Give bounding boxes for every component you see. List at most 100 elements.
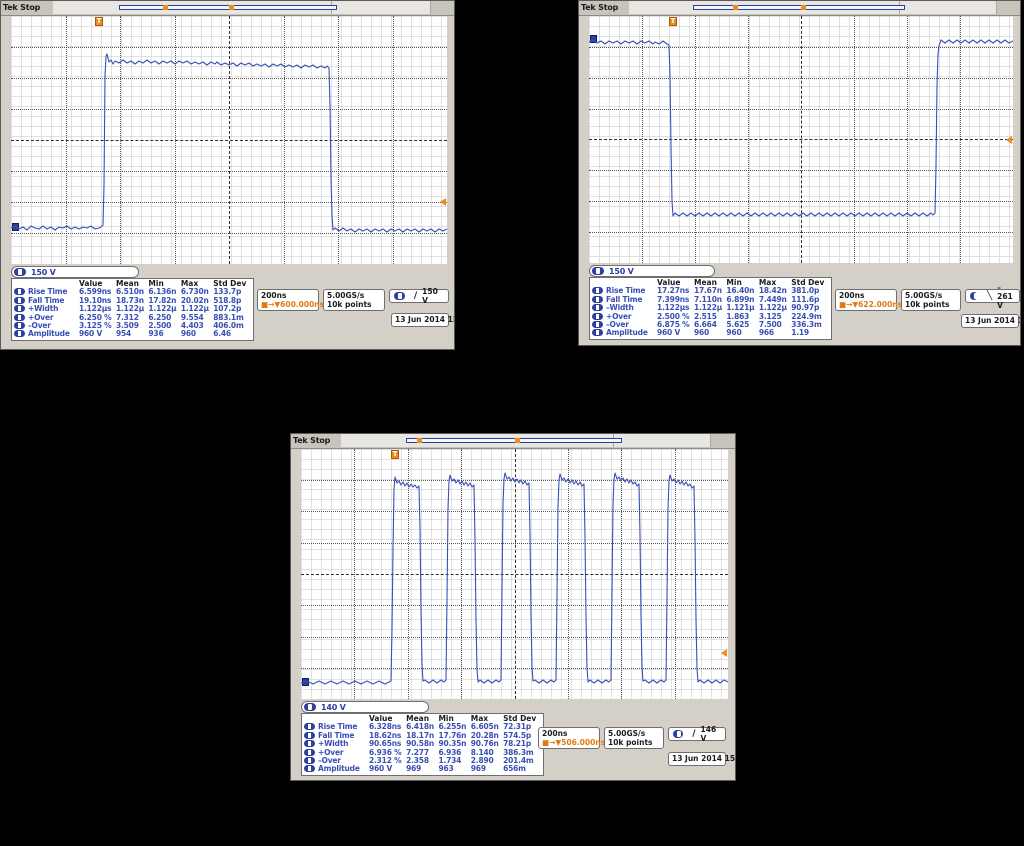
table-row[interactable]: +Over 6.250 % 7.312 6.250 9.554 883.1m: [14, 312, 251, 322]
channel-1-icon: [14, 330, 25, 338]
scope2-graticule[interactable]: T: [589, 16, 1013, 263]
column-header-stddev: Std Dev: [791, 278, 825, 287]
measurement-max: 3.125: [758, 311, 782, 321]
scope2-menubar-segment-3[interactable]: [997, 1, 1020, 14]
table-row[interactable]: +Width 90.65ns 90.58n 90.35n 90.76n 78.2…: [304, 739, 541, 749]
scope2-grid-center-h: [589, 139, 1013, 140]
measurement-stddev: 111.6p: [791, 294, 820, 304]
scope1-record-overview-bar[interactable]: [119, 5, 337, 10]
table-row[interactable]: Amplitude 960 V 954 936 960 6.46: [14, 330, 251, 338]
measurement-value: 6.936 %: [369, 747, 402, 757]
scope3-menubar-segment-2[interactable]: [614, 434, 711, 447]
measurement-max: 7.449n: [758, 294, 787, 304]
scope1-measurement-table[interactable]: Value Mean Min Max Std Dev Rise Time 6.5…: [11, 278, 254, 341]
scope3-channel-scale-readout[interactable]: 140 V: [301, 701, 429, 713]
measurement-mean: 960: [694, 328, 710, 338]
scope3-channel-ground-icon[interactable]: [302, 678, 309, 686]
scope1-timebase-value: 200ns: [261, 291, 287, 300]
scope3-trigger-level-icon[interactable]: [721, 649, 727, 657]
scope1-trigger-position-icon[interactable]: T: [95, 17, 103, 26]
scope1-trigger-level-icon[interactable]: [440, 198, 446, 206]
column-header-value: Value: [657, 278, 681, 287]
scope1-channel-ground-icon[interactable]: [12, 223, 19, 231]
scope3-menubar-segment-3[interactable]: [711, 434, 735, 447]
table-row[interactable]: –Over 3.125 % 3.509 2.500 4.403 406.0m: [14, 321, 251, 330]
measurement-mean: 6.664: [694, 320, 717, 330]
measurement-value: 19.10ns: [79, 295, 112, 305]
measurement-mean: 2.515: [694, 311, 717, 321]
column-header-stddev: Std Dev: [213, 279, 247, 288]
scope2-timebase-readout[interactable]: 200ns ■→▼622.000ns: [835, 289, 902, 311]
channel-1-icon: [304, 757, 315, 765]
table-row[interactable]: Amplitude 960 V 969 963 969 656m: [304, 765, 541, 773]
column-header-max: Max: [758, 278, 777, 287]
scope2-trigger-readout[interactable]: ╲ –261 V: [965, 283, 1020, 310]
column-header-mean: Mean: [694, 278, 717, 287]
scope1-timebase-readout[interactable]: 200ns ■→▼600.000ns: [257, 289, 324, 311]
table-row[interactable]: +Over 6.936 % 7.277 6.936 8.140 386.3m: [304, 747, 541, 757]
table-row[interactable]: Fall Time 18.62ns 18.17n 17.76n 20.28n 5…: [304, 730, 541, 740]
measurement-min: 90.35n: [438, 739, 467, 749]
table-row[interactable]: Rise Time 6.328ns 6.418n 6.255n 6.605n 7…: [304, 722, 541, 731]
scope1-graticule[interactable]: T: [11, 16, 447, 264]
scope3-trigger-position-icon[interactable]: T: [391, 450, 399, 459]
scope3-trigger-readout[interactable]: ∕ 146 V: [668, 725, 726, 743]
scope3-graticule[interactable]: T: [301, 449, 728, 699]
measurement-stddev: 336.3m: [791, 320, 822, 330]
channel-1-icon: [304, 731, 315, 739]
table-row[interactable]: –Over 6.875 % 6.664 5.625 7.500 336.3m: [592, 320, 829, 330]
scope2-overview-trigger-marker: [733, 5, 738, 10]
channel-1-icon: [592, 295, 603, 303]
measurement-min: 1.121µ: [726, 303, 755, 313]
scope2-channel-scale-readout[interactable]: 150 V: [589, 265, 715, 277]
scope3-timebase-value: 200ns: [542, 729, 568, 738]
scope3-record-overview-bar[interactable]: [406, 438, 622, 443]
scope2-menu-bar[interactable]: Tek Stop: [579, 1, 1020, 16]
table-row[interactable]: Fall Time 19.10ns 18.73n 17.82n 20.02n 5…: [14, 295, 251, 305]
scope2-channel-ground-icon[interactable]: [590, 35, 597, 43]
scope3-acquisition-readout[interactable]: 5.00GS/s 10k points: [604, 727, 664, 749]
table-row[interactable]: Rise Time 6.599ns 6.510n 6.136n 6.730n 1…: [14, 287, 251, 296]
scope2-record-overview-bar[interactable]: [693, 5, 905, 10]
measurement-max: 20.28n: [470, 730, 499, 740]
scope1-menu-bar[interactable]: Tek Stop: [1, 1, 454, 16]
measurement-stddev: 381.0p: [791, 286, 820, 296]
table-row[interactable]: Amplitude 960 V 960 960 966 1.19: [592, 329, 829, 337]
scope2-acquisition-readout[interactable]: 5.00GS/s 10k points: [901, 289, 961, 311]
table-row[interactable]: –Over 2.312 % 2.358 1.734 2.890 201.4m: [304, 756, 541, 765]
scope3-timebase-readout[interactable]: 200ns ■→▼506.000ns: [538, 727, 606, 749]
measurement-max: 9.554: [180, 312, 204, 322]
scope1-acquisition-readout[interactable]: 5.00GS/s 10k points: [323, 289, 385, 311]
table-row[interactable]: –Width 1.122µs 1.122µ 1.121µ 1.122µ 90.9…: [592, 303, 829, 313]
channel-1-icon: [14, 322, 25, 330]
scope3-menu-bar[interactable]: Tek Stop: [291, 434, 735, 449]
measurement-max: 969: [470, 764, 486, 774]
measurement-label: Fall Time: [592, 295, 657, 304]
measurement-max: 1.122µ: [758, 303, 787, 313]
table-row[interactable]: +Width 1.122µs 1.122µ 1.122µ 1.122µ 107.…: [14, 304, 251, 313]
table-row[interactable]: +Over 2.500 % 2.515 1.863 3.125 224.9m: [592, 311, 829, 321]
scope1-sample-rate-value: 5.00GS/s: [327, 291, 365, 300]
scope2-menubar-segment-2[interactable]: [900, 1, 997, 14]
measurement-label: Rise Time: [304, 723, 369, 731]
scope1-trigger-readout[interactable]: ∕ 150 V: [389, 287, 449, 305]
scope1-record-length-value: 10k points: [327, 300, 372, 309]
table-row[interactable]: Fall Time 7.399ns 7.110n 6.899n 7.449n 1…: [592, 294, 829, 304]
measurement-stddev: 518.8p: [213, 295, 242, 305]
scope3-delay-value: ■→▼506.000ns: [542, 738, 606, 747]
measurement-min: 6.250: [148, 312, 172, 322]
scope1-grid-major-h: [11, 202, 447, 203]
column-header-mean: Mean: [116, 279, 139, 288]
scope1-channel-scale-readout[interactable]: 150 V: [11, 266, 139, 278]
scope1-menubar-segment-2[interactable]: [332, 1, 431, 14]
scope3-measurement-header-row: Value Mean Min Max Std Dev: [304, 714, 541, 723]
scope2-trigger-position-icon[interactable]: T: [669, 17, 677, 26]
scope1-menubar-segment-3[interactable]: [431, 1, 454, 14]
measurement-mean: 90.58n: [406, 739, 434, 749]
scope2-trigger-level-icon[interactable]: [1006, 136, 1012, 144]
scope2-measurement-table[interactable]: Value Mean Min Max Std Dev Rise Time 17.…: [589, 277, 832, 340]
table-row[interactable]: Rise Time 17.27ns 17.67n 16.40n 18.42n 3…: [592, 286, 829, 296]
scope3-measurement-table[interactable]: Value Mean Min Max Std Dev Rise Time 6.3…: [301, 713, 544, 776]
scope2-sample-rate-value: 5.00GS/s: [905, 291, 943, 300]
